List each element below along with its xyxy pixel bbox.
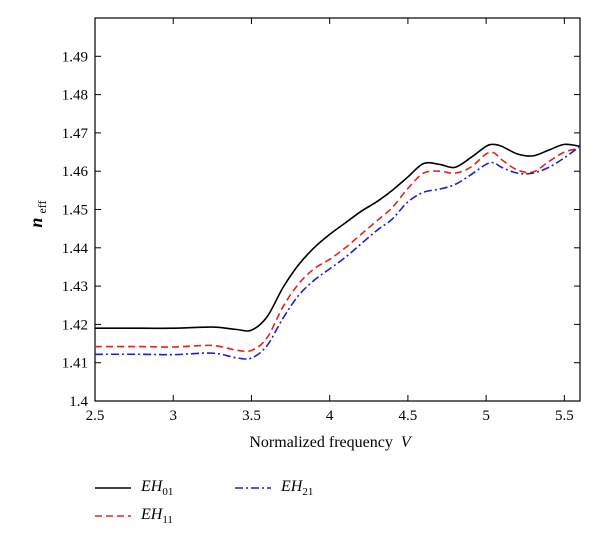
legend-label-eh21: EH21: [281, 478, 313, 498]
legend-label-eh01-main: EH: [141, 478, 163, 495]
legend-label-eh11-main: EH: [141, 506, 163, 523]
legend-swatch-dashdot: [235, 487, 271, 489]
legend-label-eh01: EH01: [141, 478, 173, 498]
y-tick-label: 1.4: [69, 394, 88, 410]
x-axis-title: Normalized frequency V: [249, 434, 412, 451]
plot-frame: [94, 17, 581, 402]
legend-label-eh11: EH11: [141, 506, 173, 526]
y-tick-label: 1.48: [62, 88, 88, 104]
x-axis-title-text: Normalized frequency: [249, 434, 392, 451]
x-tick-label: 5: [482, 408, 490, 424]
y-tick-label: 1.46: [62, 164, 89, 180]
y-tick-label: 1.44: [62, 241, 89, 257]
legend-swatch-solid: [95, 487, 131, 489]
y-axis-title-main: n: [26, 218, 46, 228]
legend-label-eh21-sub: 21: [302, 486, 314, 499]
y-axis-title: n eff: [26, 200, 49, 227]
x-tick-label: 4.5: [399, 408, 418, 424]
x-axis-title-variable: V: [401, 434, 413, 451]
x-tick-label: 2.5: [86, 408, 105, 424]
series-line-eh11: [94, 147, 581, 353]
x-tick-label: 3.5: [242, 408, 261, 424]
legend-label-eh21-main: EH: [281, 478, 303, 495]
y-tick-label: 1.42: [62, 317, 88, 333]
legend-swatch-dashed: [95, 515, 131, 517]
series-line-eh21: [94, 145, 581, 360]
y-tick-label: 1.45: [62, 203, 88, 219]
legend-item-eh11: EH11: [95, 506, 173, 526]
x-tick-label: 3: [169, 408, 177, 424]
legend: EH01 EH21 EH11: [95, 478, 415, 538]
y-tick-label: 1.43: [62, 279, 88, 295]
axis-ticks: 2.5 3 3.5 4 4.5 5 5.5 1.4 1.41 1.42 1.43 1.44 1.45 1.…: [62, 18, 580, 424]
y-tick-label: 1.41: [62, 356, 88, 372]
y-axis-title-sub: eff: [35, 200, 49, 213]
x-tick-label: 4: [326, 408, 334, 424]
y-tick-label: 1.49: [62, 49, 88, 65]
x-tick-label: 5.5: [555, 408, 574, 424]
series-line-eh01: [95, 143, 581, 332]
y-tick-label: 1.47: [62, 126, 89, 142]
legend-label-eh01-sub: 01: [162, 486, 174, 499]
series-layer: [94, 143, 581, 360]
legend-label-eh11-sub: 11: [162, 514, 173, 527]
legend-item-eh21: EH21: [235, 478, 313, 498]
legend-item-eh01: EH01: [95, 478, 173, 498]
